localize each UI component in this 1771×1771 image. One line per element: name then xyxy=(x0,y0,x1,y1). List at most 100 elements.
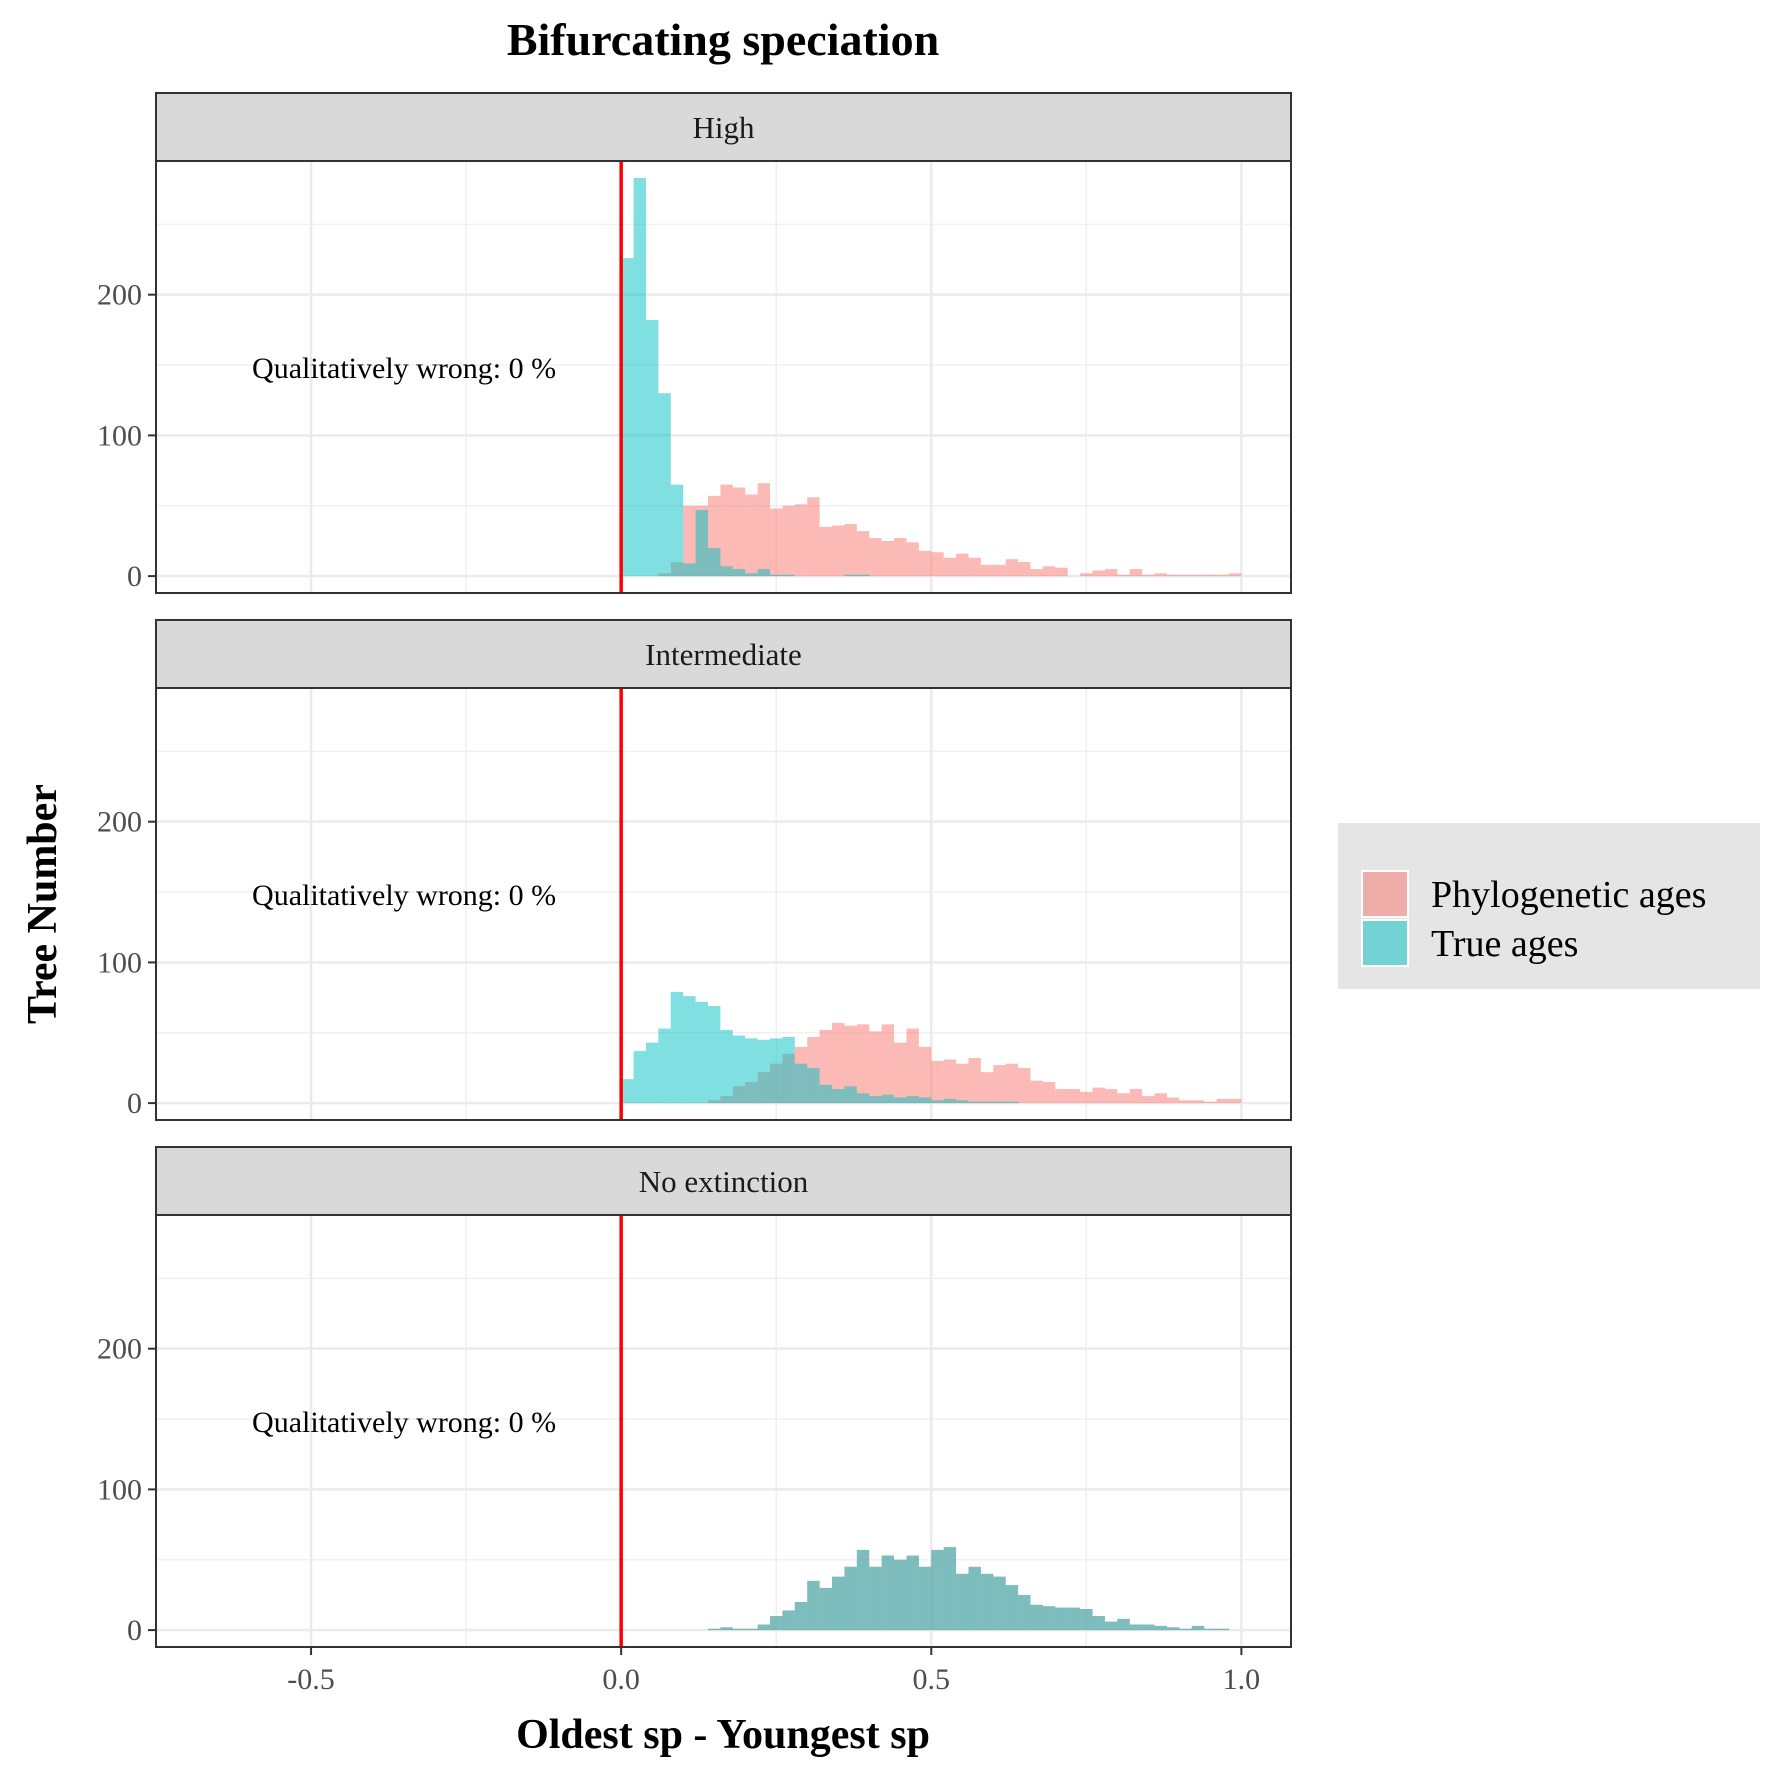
y-tick-label: 0 xyxy=(127,1087,142,1120)
phylogenetic-age-bar xyxy=(943,1059,957,1104)
facet-strip xyxy=(155,619,1292,689)
true-age-bar xyxy=(695,1001,708,1104)
phylogenetic-age-bar xyxy=(1042,1082,1056,1104)
phylogenetic-age-bar xyxy=(819,526,833,577)
phylogenetic-age-bar xyxy=(1117,574,1130,577)
true-age-bar xyxy=(658,1028,671,1104)
true-age-bar xyxy=(1080,1609,1093,1631)
y-tick-label: 200 xyxy=(97,806,142,839)
true-age-bar xyxy=(956,1573,969,1631)
phylogenetic-age-bar xyxy=(1142,574,1155,577)
true-age-bar xyxy=(720,1627,733,1631)
panel-border xyxy=(155,160,1292,594)
y-tick-label: 0 xyxy=(127,1614,142,1647)
phylogenetic-age-bar xyxy=(794,504,808,577)
phylogenetic-age-bar xyxy=(881,1024,895,1104)
phylogenetic-age-bar xyxy=(993,564,1006,577)
chart-title: Bifurcating speciation xyxy=(507,14,939,65)
true-age-bar xyxy=(782,1036,795,1104)
true-age-bar xyxy=(1104,1621,1118,1631)
phylogenetic-age-bar xyxy=(943,557,957,577)
true-age-bar xyxy=(695,509,708,577)
qualitatively-wrong-annotation: Qualitatively wrong: 0 % xyxy=(252,879,556,912)
true-age-bar xyxy=(745,573,758,577)
facet-panel: Intermediate Qualitatively wrong: 0 % 0 100… xyxy=(97,619,1292,1121)
true-age-bar xyxy=(683,563,696,577)
true-age-bar xyxy=(1216,1628,1229,1631)
y-axis-title: Tree Number xyxy=(20,784,66,1024)
true-age-bar xyxy=(931,1100,944,1104)
phylogenetic-age-bar xyxy=(1154,573,1167,577)
true-age-bar xyxy=(980,1101,994,1104)
true-age-bar xyxy=(1129,1624,1143,1631)
true-age-bar xyxy=(1191,1625,1205,1631)
true-age-bar xyxy=(918,1566,932,1631)
true-age-bar xyxy=(968,1101,981,1104)
legend-label-true: True ages xyxy=(1431,923,1578,965)
phylogenetic-age-bar xyxy=(980,564,994,577)
panel-border xyxy=(155,687,1292,1121)
phylogenetic-age-bar xyxy=(869,538,882,577)
true-age-bar xyxy=(819,1084,833,1104)
phylogenetic-age-bar xyxy=(844,1025,857,1104)
true-age-bar xyxy=(1055,1607,1068,1631)
true-age-bar xyxy=(1204,1628,1217,1631)
true-age-bar xyxy=(894,1097,907,1104)
true-age-bar xyxy=(943,1098,957,1104)
true-age-bar xyxy=(844,1566,857,1631)
true-age-bar xyxy=(621,1079,634,1104)
true-age-bar xyxy=(757,1624,771,1631)
true-age-bar xyxy=(1005,1585,1019,1631)
legend: Phylogenetic ages True ages xyxy=(1338,823,1760,989)
phylogenetic-age-bar xyxy=(1067,1089,1081,1104)
phylogenetic-age-bar xyxy=(1191,574,1205,577)
phylogenetic-age-bar xyxy=(1166,1097,1180,1104)
phylogenetic-age-bar xyxy=(1092,1087,1105,1104)
phylogenetic-age-bar xyxy=(1204,1101,1217,1104)
true-age-bar xyxy=(1154,1625,1167,1631)
true-age-bar xyxy=(732,1628,746,1631)
phylogenetic-age-bar xyxy=(1030,1080,1043,1104)
true-age-bar xyxy=(794,1063,808,1104)
histogram-bars xyxy=(707,1547,1229,1631)
true-age-bar xyxy=(894,1559,907,1631)
true-age-bar xyxy=(881,1094,895,1104)
facet-panel: No extinction Qualitatively wrong: 0 % 0 10… xyxy=(97,1146,1292,1648)
x-tick-label: 0.5 xyxy=(913,1663,951,1696)
phylogenetic-age-bar xyxy=(844,524,857,577)
y-tick-label: 100 xyxy=(97,419,142,452)
phylogenetic-age-bar xyxy=(1216,574,1229,577)
true-age-bar xyxy=(794,1601,808,1631)
true-age-bar xyxy=(720,566,733,577)
true-age-bar xyxy=(1166,1627,1180,1631)
facet-strip-label: No extinction xyxy=(639,1164,809,1199)
phylogenetic-age-bar xyxy=(931,552,944,577)
phylogenetic-age-bar xyxy=(894,1042,907,1104)
true-age-bar xyxy=(757,1039,771,1104)
phylogenetic-age-bar xyxy=(1129,569,1143,577)
x-axis: -0.5 0.0 0.5 1.0 xyxy=(287,1647,1260,1696)
phylogenetic-age-bar xyxy=(1179,1100,1192,1104)
phylogenetic-age-bar xyxy=(1018,562,1031,577)
true-age-bar xyxy=(645,320,659,577)
phylogenetic-age-bar xyxy=(856,1024,870,1104)
phylogenetic-age-bar xyxy=(1204,574,1217,577)
panel-background xyxy=(156,1215,1291,1647)
true-age-bar xyxy=(1042,1606,1056,1631)
true-age-bar xyxy=(770,1038,783,1104)
phylogenetic-age-bar xyxy=(1179,574,1192,577)
phylogenetic-age-bar xyxy=(1104,569,1118,577)
phylogenetic-age-bar xyxy=(1030,569,1043,577)
true-age-bar xyxy=(807,1580,820,1631)
true-age-bar xyxy=(956,1100,969,1104)
phylogenetic-age-bar xyxy=(856,531,870,577)
phylogenetic-age-bar xyxy=(1018,1067,1031,1104)
true-age-bar xyxy=(993,1101,1006,1104)
phylogenetic-age-bar xyxy=(881,540,895,577)
phylogenetic-age-bar xyxy=(894,538,907,577)
true-age-bar xyxy=(832,1576,845,1631)
true-age-bar xyxy=(732,569,746,577)
phylogenetic-age-bar xyxy=(956,553,969,577)
